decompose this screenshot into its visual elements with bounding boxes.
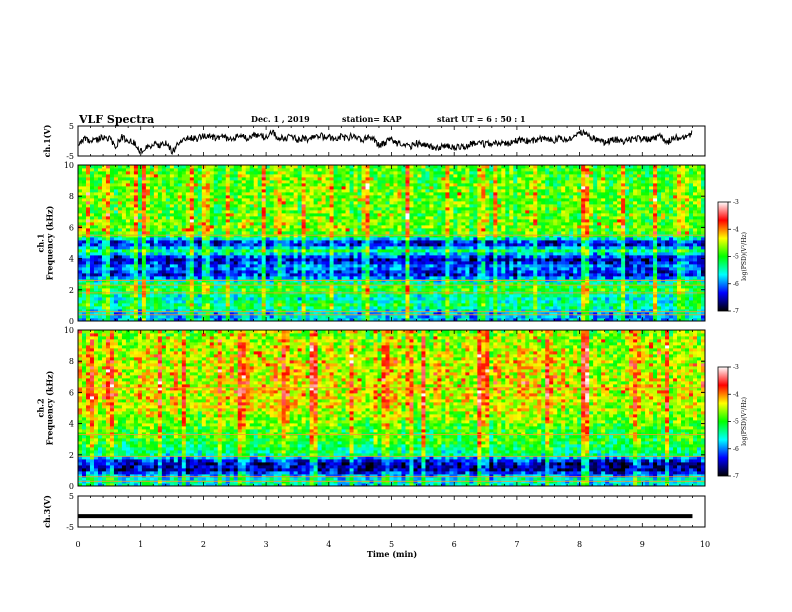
y-tick-label: 0 bbox=[69, 317, 74, 326]
x-tick-label: 0 bbox=[75, 540, 80, 549]
ch2-colorbar: -3 -4 -5 -6 -7 log(PSD)(V²/Hz) bbox=[717, 364, 748, 480]
waveform-frame bbox=[77, 495, 706, 528]
colorbar-tick-label: -7 bbox=[733, 473, 739, 480]
x-tick-label: 7 bbox=[514, 540, 519, 549]
y-tick-label: 6 bbox=[69, 388, 74, 397]
y-tick-label: 6 bbox=[69, 223, 74, 232]
x-tick-label: 9 bbox=[640, 540, 645, 549]
y-axis-label: ch.2Frequency (kHz) bbox=[36, 370, 55, 445]
x-tick-label: 2 bbox=[201, 540, 206, 549]
y-tick-label: 2 bbox=[69, 451, 74, 460]
colorbar-tick-label: -6 bbox=[733, 446, 739, 453]
y-tick-label: 4 bbox=[69, 420, 74, 429]
colorbar-gradient bbox=[717, 366, 729, 477]
x-tick-label: 3 bbox=[264, 540, 269, 549]
date-label: Dec. 1 , 2019 bbox=[251, 114, 310, 124]
x-tick-label: 5 bbox=[389, 540, 394, 549]
colorbar-tick-label: -3 bbox=[733, 364, 739, 371]
spectrogram-cells bbox=[78, 165, 705, 321]
waveform-line bbox=[77, 128, 693, 156]
colorbar-gradient bbox=[717, 201, 729, 312]
ch3-waveform-panel: 5 -5 ch.3(V) bbox=[42, 492, 706, 532]
colorbar-tick-label: -3 bbox=[733, 199, 739, 206]
colorbar-tick-label: -5 bbox=[733, 419, 739, 426]
ch1-colorbar: -3 -4 -5 -6 -7 log(PSD)(V²/Hz) bbox=[717, 199, 748, 315]
colorbar-tick-label: -7 bbox=[733, 308, 739, 315]
station-label: station= KAP bbox=[342, 114, 402, 124]
x-tick-label: 1 bbox=[138, 540, 143, 549]
colorbar-label: log(PSD)(V²/Hz) bbox=[741, 232, 748, 281]
colorbar-label: log(PSD)(V²/Hz) bbox=[741, 397, 748, 446]
y-tick-label: 4 bbox=[69, 255, 74, 264]
y-tick-label: 0 bbox=[69, 482, 74, 491]
y-tick-label: 5 bbox=[69, 492, 74, 501]
y-axis-label: ch.1Frequency (kHz) bbox=[36, 205, 55, 280]
y-axis-label: ch.1(V) bbox=[42, 124, 52, 157]
y-tick-label: 2 bbox=[69, 286, 74, 295]
colorbar-tick-label: -5 bbox=[733, 254, 739, 261]
y-tick-label: 8 bbox=[69, 192, 74, 201]
y-tick-label: -5 bbox=[66, 523, 74, 532]
ch1-waveform-panel: 5 -5 ch.1(V) bbox=[42, 122, 706, 161]
x-tick-label: 8 bbox=[577, 540, 582, 549]
x-axis-label: Time (min) bbox=[367, 549, 417, 559]
start-time-label: start UT = 6 : 50 : 1 bbox=[437, 114, 526, 124]
spectrogram-cells bbox=[78, 330, 705, 486]
y-tick-label: 10 bbox=[64, 326, 74, 335]
figure-title: VLF Spectra bbox=[78, 113, 154, 126]
colorbar-tick-label: -4 bbox=[733, 226, 739, 233]
x-tick-label: 6 bbox=[452, 540, 457, 549]
ch2-spectrogram-panel: 0 2 4 6 8 10 ch.2Frequency (kHz) bbox=[36, 326, 706, 491]
y-tick-label: 5 bbox=[69, 122, 74, 131]
y-axis-label: ch.3(V) bbox=[42, 495, 52, 528]
y-tick-label: -5 bbox=[66, 152, 74, 161]
ch1-spectrogram-panel: 0 2 4 6 8 10 ch.1Frequency (kHz) bbox=[36, 161, 706, 326]
time-axis: 0 1 2 3 4 5 6 7 8 9 10 bbox=[75, 540, 710, 549]
x-tick-label: 10 bbox=[700, 540, 710, 549]
x-tick-label: 4 bbox=[326, 540, 331, 549]
y-tick-label: 10 bbox=[64, 161, 74, 170]
y-tick-label: 8 bbox=[69, 357, 74, 366]
colorbar-tick-label: -6 bbox=[733, 281, 739, 288]
colorbar-tick-label: -4 bbox=[733, 391, 739, 398]
